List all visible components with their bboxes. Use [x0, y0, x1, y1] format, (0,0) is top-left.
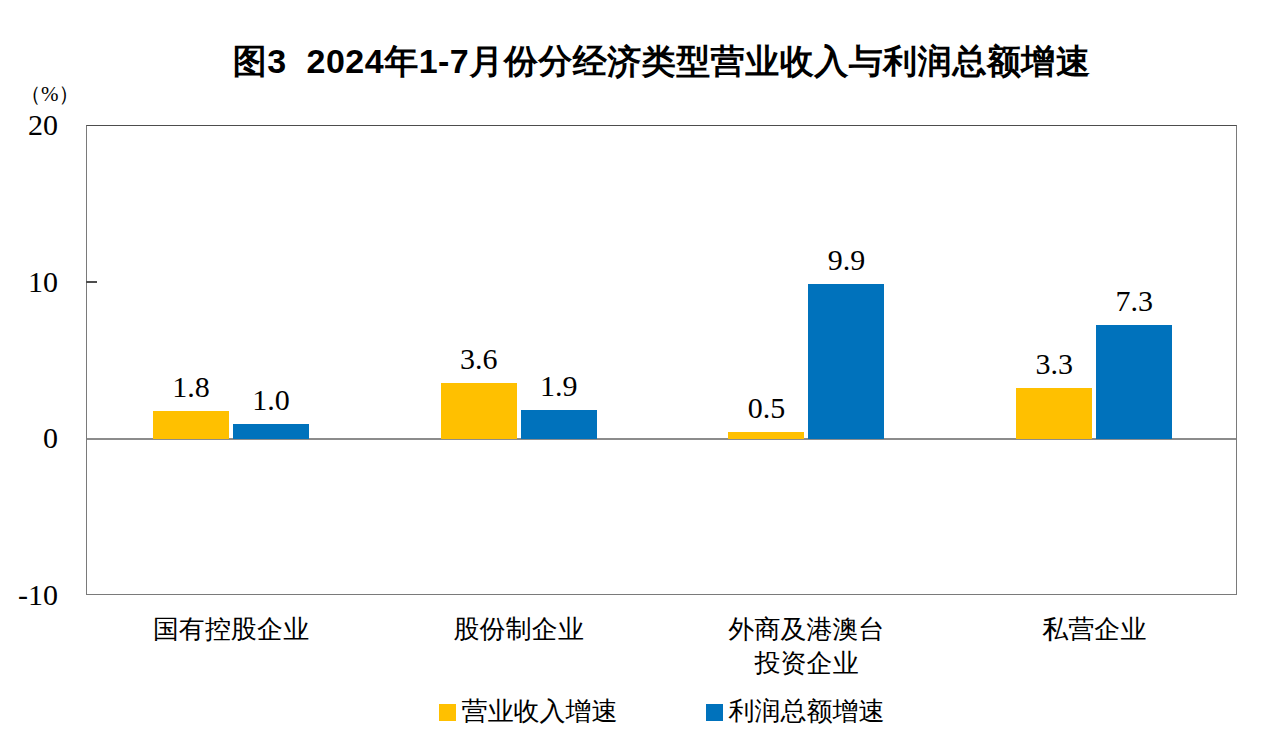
bar-value-label: 3.3	[1002, 348, 1106, 380]
revenue-growth-legend-swatch	[439, 704, 456, 721]
chart: 图3 2024年1-7月份分经济类型营业收入与利润总额增速 （%） 1.81.0…	[0, 0, 1280, 734]
profit-growth-bar	[233, 424, 309, 440]
bar-value-label: 1.0	[219, 384, 323, 416]
bar-value-label: 1.9	[507, 370, 611, 402]
revenue-growth-bar	[441, 383, 517, 439]
y-tick-label: 0	[0, 423, 58, 453]
category-label: 私营企业	[950, 613, 1238, 647]
legend: 营业收入增速 利润总额增速	[86, 696, 1237, 728]
y-tick-label: 20	[0, 110, 58, 140]
profit-growth-bar	[808, 284, 884, 439]
legend-label: 利润总额增速	[729, 696, 885, 728]
legend-label: 营业收入增速	[462, 696, 618, 728]
category-label: 外商及港澳台 投资企业	[663, 613, 951, 681]
category-label: 股份制企业	[375, 613, 663, 647]
category-label: 国有控股企业	[87, 613, 375, 647]
revenue-growth-bar	[1016, 388, 1092, 440]
y-tick-label: 10	[0, 267, 58, 297]
bar-value-label: 9.9	[794, 244, 898, 276]
revenue-growth-bar	[728, 432, 804, 440]
chart-title: 图3 2024年1-7月份分经济类型营业收入与利润总额增速	[86, 40, 1237, 82]
y-tick-mark	[86, 281, 97, 283]
bar-value-label: 7.3	[1082, 285, 1186, 317]
revenue-growth-bar	[153, 411, 229, 439]
bar-value-label: 0.5	[714, 392, 818, 424]
profit-growth-bar	[1096, 325, 1172, 439]
plot-area: 1.81.0国有控股企业3.61.9股份制企业0.59.9外商及港澳台 投资企业…	[86, 125, 1237, 595]
y-tick-label: -10	[0, 580, 58, 610]
legend-item-profit-growth: 利润总额增速	[706, 696, 885, 728]
y-axis-unit-label: （%）	[20, 82, 80, 106]
profit-growth-bar	[521, 410, 597, 440]
legend-item-revenue-growth: 营业收入增速	[439, 696, 618, 728]
profit-growth-legend-swatch	[706, 704, 723, 721]
